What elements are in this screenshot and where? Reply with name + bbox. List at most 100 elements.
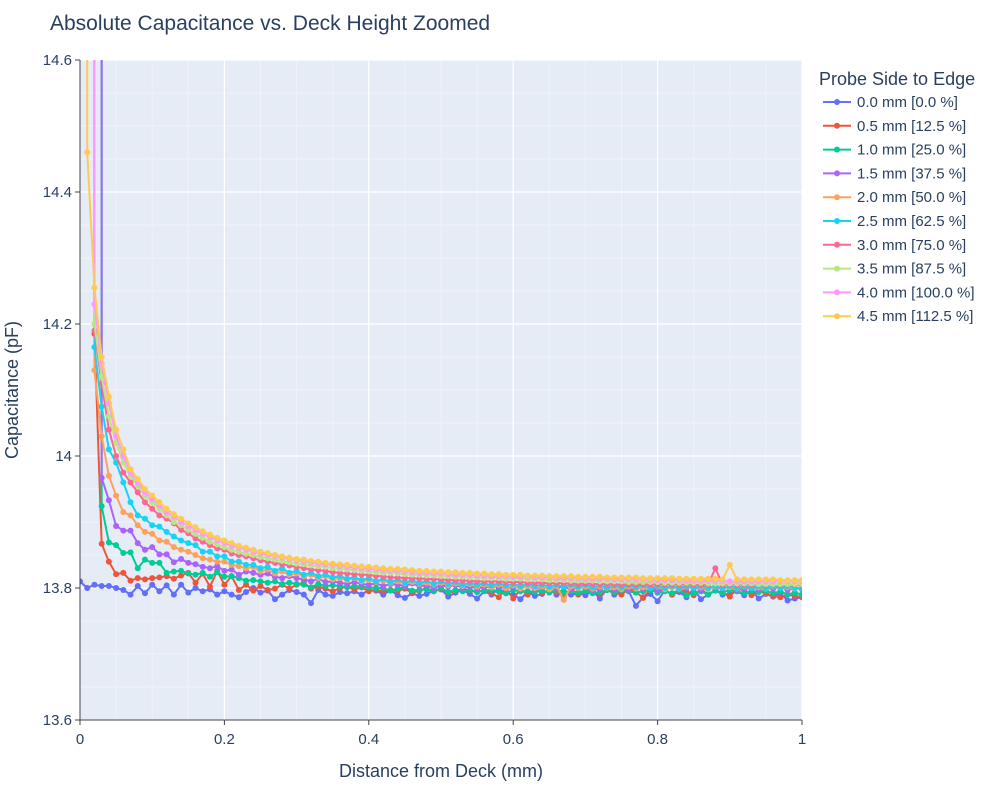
data-point: [755, 576, 762, 583]
data-point: [192, 542, 199, 549]
data-point: [228, 566, 235, 573]
data-point: [156, 537, 163, 544]
data-point: [271, 585, 278, 592]
data-point: [423, 590, 430, 597]
data-point: [647, 575, 654, 582]
data-point: [141, 576, 148, 583]
data-point: [214, 553, 221, 560]
data-point: [206, 538, 213, 545]
legend-label: 4.5 mm [112.5 %]: [857, 308, 973, 325]
data-point: [611, 574, 618, 581]
legend-item: 4.0 mm [100.0 %]: [823, 284, 975, 301]
legend-swatch-marker: [834, 122, 840, 129]
data-point: [127, 549, 134, 556]
data-point: [264, 550, 271, 557]
y-tick-label: 14.2: [43, 316, 72, 333]
data-point: [762, 576, 769, 583]
data-point: [373, 585, 380, 591]
data-point: [206, 531, 213, 538]
data-point: [80, 578, 83, 585]
data-point: [315, 573, 322, 580]
data-point: [755, 595, 762, 602]
data-point: [445, 569, 452, 576]
data-point: [726, 561, 733, 568]
legend: Probe Side to Edge 0.0 mm [0.0 %] 0.5 mm …: [819, 69, 975, 325]
data-point: [141, 515, 148, 522]
x-tick-label: 1: [798, 731, 806, 748]
legend-swatch-marker: [834, 241, 840, 248]
data-point: [178, 572, 185, 579]
legend-label: 0.0 mm [0.0 %]: [857, 94, 958, 111]
data-point: [741, 576, 748, 583]
data-point: [474, 595, 481, 602]
legend-label: 1.5 mm [37.5 %]: [857, 165, 966, 182]
data-point: [344, 590, 351, 597]
x-tick-label: 0.4: [358, 731, 379, 748]
data-point: [98, 354, 105, 360]
data-point: [589, 573, 596, 580]
data-point: [416, 567, 423, 574]
tick-labels: 0 0.2 0.4 0.6 0.8 1 13.6 13.8 14 14.2 14.4 14.6: [43, 52, 806, 748]
legend-label: 3.5 mm [87.5 %]: [857, 261, 966, 278]
data-point: [206, 573, 213, 580]
legend-item: 3.0 mm [75.0 %]: [823, 237, 966, 254]
data-point: [271, 596, 278, 603]
series-9: [84, 60, 802, 584]
data-point: [409, 567, 416, 574]
data-point: [777, 594, 784, 601]
data-point: [178, 581, 185, 588]
data-point: [192, 524, 199, 531]
data-point: [250, 546, 257, 553]
data-point: [697, 596, 704, 603]
data-point: [308, 557, 315, 564]
data-point: [127, 499, 134, 506]
data-point: [228, 540, 235, 547]
legend-label: 0.5 mm [12.5 %]: [857, 118, 966, 135]
data-point: [669, 575, 676, 582]
legend-item: 0.5 mm [12.5 %]: [823, 118, 966, 135]
data-point: [120, 509, 127, 516]
data-point: [134, 540, 141, 547]
data-point: [214, 534, 221, 541]
data-point: [625, 574, 632, 581]
data-point: [84, 585, 91, 591]
data-point: [199, 528, 206, 535]
data-point: [452, 569, 459, 576]
data-point: [105, 426, 112, 433]
data-point: [640, 594, 647, 601]
data-point: [170, 519, 177, 525]
data-point: [141, 546, 148, 553]
legend-swatch-marker: [834, 313, 840, 320]
data-point: [683, 592, 690, 599]
data-point: [178, 537, 185, 544]
data-point: [185, 559, 192, 566]
data-point: [134, 476, 141, 483]
data-point: [221, 573, 228, 580]
data-point: [423, 567, 430, 574]
data-point: [719, 576, 726, 583]
data-point: [120, 586, 127, 593]
x-axis-title: Distance from Deck (mm): [339, 761, 543, 781]
data-point: [416, 592, 423, 599]
data-point: [257, 565, 264, 572]
data-point: [91, 581, 98, 588]
data-point: [726, 578, 733, 585]
data-point: [141, 556, 148, 563]
data-point: [401, 566, 408, 573]
data-point: [596, 595, 603, 602]
data-point: [221, 553, 228, 560]
data-point: [279, 591, 286, 598]
data-point: [705, 575, 712, 582]
data-point: [524, 572, 531, 579]
data-point: [98, 540, 105, 547]
data-point: [300, 571, 307, 578]
data-point: [741, 590, 748, 597]
data-point: [170, 559, 177, 566]
data-point: [149, 530, 156, 537]
data-point: [243, 561, 250, 568]
data-point: [315, 581, 322, 588]
data-point: [127, 527, 134, 534]
data-point: [654, 575, 661, 582]
data-point: [185, 540, 192, 547]
legend-item: 1.0 mm [25.0 %]: [823, 142, 966, 159]
